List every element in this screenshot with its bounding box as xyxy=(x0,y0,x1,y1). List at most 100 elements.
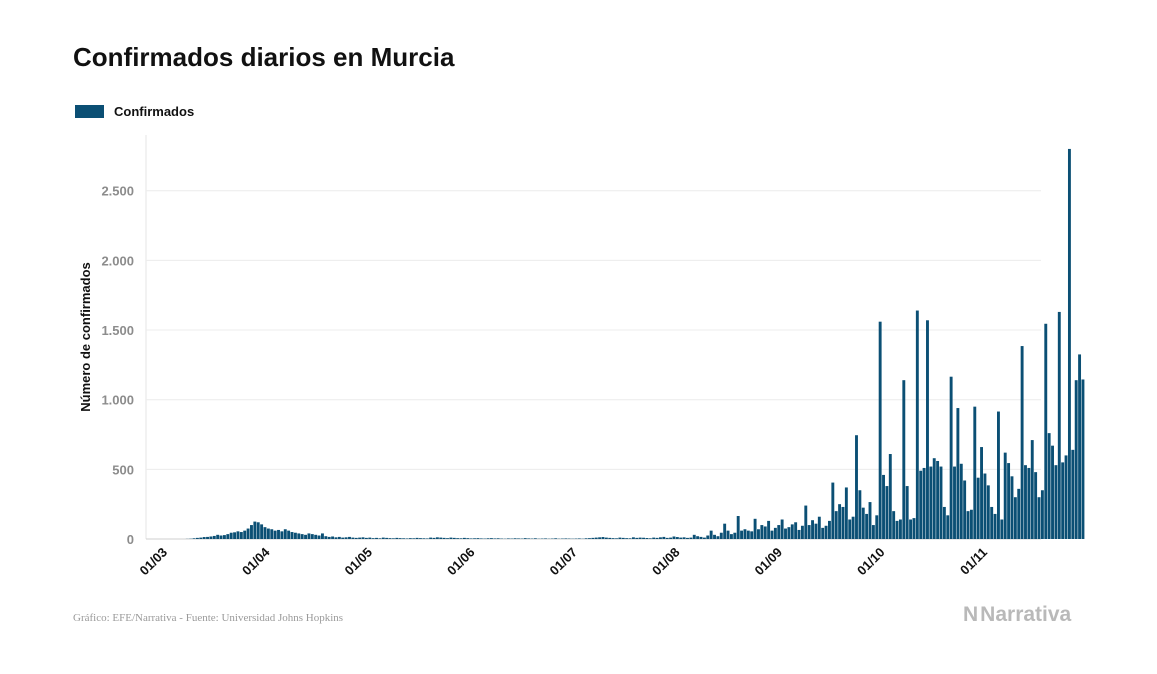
bar xyxy=(726,530,730,539)
bar xyxy=(577,538,581,539)
bar xyxy=(273,530,277,539)
bar xyxy=(449,537,453,539)
bar xyxy=(459,538,463,539)
bar xyxy=(297,533,301,539)
bar xyxy=(625,538,629,539)
bar xyxy=(588,538,591,539)
bar xyxy=(753,518,757,539)
bar xyxy=(544,538,547,539)
y-tick-label: 1.500 xyxy=(101,323,134,338)
bar xyxy=(760,525,764,539)
bar xyxy=(408,538,412,539)
bar xyxy=(348,536,351,539)
bar xyxy=(638,537,642,539)
bar xyxy=(402,538,406,539)
bar xyxy=(260,524,264,539)
bar xyxy=(621,537,625,539)
bar xyxy=(496,538,500,539)
bar xyxy=(493,538,497,539)
y-axis-title: Número de confirmados xyxy=(78,262,93,412)
bar xyxy=(702,537,706,539)
bar xyxy=(439,537,443,539)
bar xyxy=(1013,497,1017,539)
bar xyxy=(344,537,348,539)
bar xyxy=(239,532,243,539)
bar xyxy=(669,537,673,539)
bar xyxy=(601,537,605,539)
bar xyxy=(800,525,804,539)
bar xyxy=(250,525,253,539)
bar xyxy=(746,530,750,539)
bar xyxy=(997,411,1000,539)
bar xyxy=(804,505,808,539)
bar xyxy=(554,538,558,539)
bar xyxy=(838,504,842,539)
bar xyxy=(851,516,855,539)
bar xyxy=(293,532,297,539)
brand-logo-icon: N xyxy=(963,603,979,626)
bar xyxy=(270,529,274,539)
bar xyxy=(699,536,703,539)
bar xyxy=(824,525,828,539)
bar xyxy=(635,537,639,539)
bar xyxy=(321,533,324,539)
bar xyxy=(743,529,747,539)
bar xyxy=(956,408,960,539)
bar xyxy=(915,310,919,539)
bar xyxy=(1027,467,1031,539)
bar xyxy=(1037,497,1041,539)
bar xyxy=(341,537,345,539)
bar xyxy=(324,536,328,539)
bar xyxy=(385,537,389,539)
bar xyxy=(300,534,304,539)
bar xyxy=(696,536,700,539)
x-tick-label: 01/11 xyxy=(957,545,990,578)
bar xyxy=(929,466,933,539)
legend: Confirmados xyxy=(75,104,194,119)
bar xyxy=(584,538,588,539)
bar xyxy=(486,538,490,539)
bar xyxy=(429,537,433,539)
bar xyxy=(740,530,744,539)
bar xyxy=(662,536,666,539)
bar xyxy=(713,534,716,539)
bar xyxy=(1007,463,1011,539)
bar xyxy=(283,529,287,539)
bar xyxy=(1020,346,1024,539)
bar xyxy=(983,473,987,539)
bar xyxy=(1071,449,1075,539)
bar xyxy=(675,537,679,539)
bar xyxy=(1044,323,1048,539)
bar xyxy=(912,518,916,539)
bar xyxy=(351,537,355,539)
bar xyxy=(1051,445,1054,539)
bar xyxy=(290,532,294,539)
bar xyxy=(871,525,875,539)
bar xyxy=(422,538,426,539)
bar xyxy=(1034,472,1038,539)
bar xyxy=(628,538,632,539)
bar xyxy=(506,538,510,539)
bar xyxy=(919,470,923,539)
bar xyxy=(719,532,723,539)
y-tick-label: 1.000 xyxy=(101,393,134,408)
bar xyxy=(310,534,314,539)
bar xyxy=(986,485,990,539)
bar xyxy=(973,406,977,539)
bar xyxy=(615,538,618,539)
bar xyxy=(1061,462,1065,539)
bar xyxy=(618,537,622,539)
bar xyxy=(466,538,470,539)
bar xyxy=(280,531,284,539)
y-tick-label: 2.000 xyxy=(101,253,134,268)
bar xyxy=(307,533,311,539)
bar xyxy=(513,538,517,539)
bar xyxy=(317,535,321,539)
bar xyxy=(797,529,801,539)
bar xyxy=(631,537,635,539)
bar xyxy=(831,482,835,539)
x-tick-label: 01/08 xyxy=(649,545,683,579)
bar xyxy=(226,534,230,539)
bar xyxy=(425,538,429,539)
bar xyxy=(304,534,307,539)
